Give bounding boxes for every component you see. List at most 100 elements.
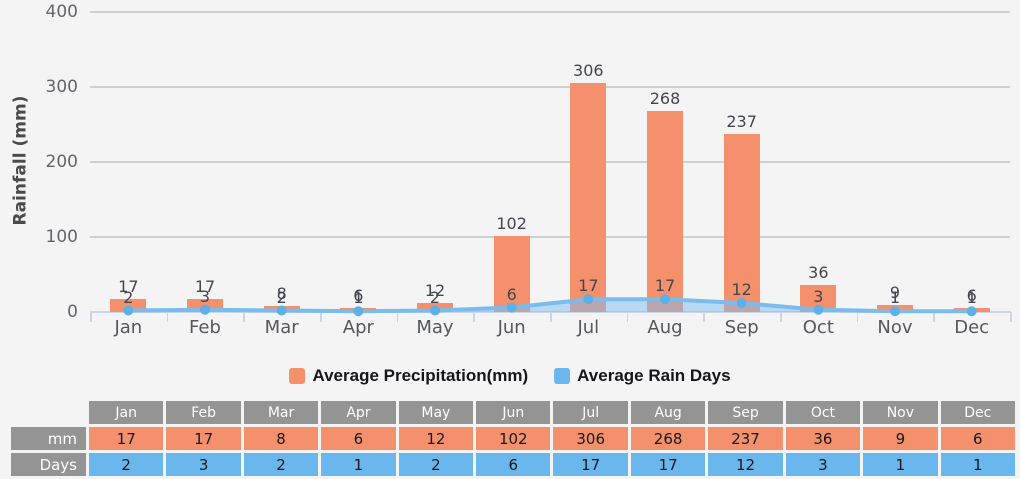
rain-days-line	[126, 297, 974, 314]
rain-days-series	[123, 294, 977, 317]
x-axis-label-mar: Mar	[264, 317, 299, 338]
precipitation-value-label-may: 12	[424, 281, 446, 300]
rain-days-point-apr[interactable]	[353, 306, 364, 317]
rain-days-point-feb[interactable]	[200, 304, 210, 315]
precipitation-value-label-nov: 9	[889, 283, 901, 303]
y-axis-tick-label-0: 0	[67, 302, 78, 322]
precipitation-value-label-apr: 6	[353, 285, 364, 305]
plot-area: 0 100 200 300 400 Jan Feb Mar Apr May Jun Jul Aug Sep…	[45, 2, 1012, 338]
precipitation-value-label-oct: 36	[808, 263, 829, 282]
rain-days-point-jun[interactable]	[506, 302, 517, 313]
table-row-label-days: Days	[11, 453, 86, 476]
table-cell-mm-dec: 6	[940, 427, 1015, 450]
table-header-apr: Apr	[321, 401, 396, 424]
table-cell-days-sep: 12	[708, 453, 783, 476]
x-axis-tick	[780, 312, 782, 322]
table-cell-mm-jun: 102	[476, 427, 551, 450]
rain-days-point-dec[interactable]	[966, 306, 977, 317]
rain-days-point-sep[interactable]	[736, 298, 747, 308]
rain-days-value-label-oct: 3	[813, 286, 824, 306]
table-header-jan: Jan	[89, 401, 164, 424]
legend-item-rain-days[interactable]: Average Rain Days	[554, 366, 731, 386]
table-header-oct: Oct	[785, 401, 861, 424]
legend-item-precipitation[interactable]: Average Precipitation(mm)	[289, 366, 528, 386]
chart-legend: Average Precipitation(mm) Average Rain D…	[0, 366, 1020, 386]
table-header-sep: Sep	[708, 401, 783, 424]
rain-days-value-label-mar: 2	[276, 287, 287, 307]
monthly-data-table: Jan Feb Mar Apr May Jun Jul Aug Sep Oct Nov Dec mm 17…	[11, 401, 1015, 476]
precipitation-value-label-jun: 102	[496, 213, 527, 233]
x-axis-tick	[166, 312, 169, 322]
precipitation-swatch-icon	[289, 368, 306, 384]
precipitation-value-label-jul: 306	[573, 60, 604, 80]
x-axis-tick	[90, 312, 92, 322]
table-corner-cell	[11, 401, 86, 424]
table-header-jul: Jul	[553, 401, 628, 424]
table-header-may: May	[398, 401, 474, 424]
table-header-feb: Feb	[166, 401, 241, 424]
x-axis-tick	[856, 312, 859, 322]
table-header-jun: Jun	[476, 401, 551, 424]
bar-aug[interactable]	[647, 111, 683, 312]
table-cell-days-nov: 1	[863, 453, 938, 476]
table-cell-days-aug: 17	[630, 453, 706, 476]
table-row-label-mm: mm	[11, 427, 86, 450]
x-axis-label-jan: Jan	[114, 317, 143, 338]
x-axis-label-jun: Jun	[497, 317, 526, 338]
y-axis-tick-label-200: 200	[45, 152, 78, 172]
rain-days-point-jul[interactable]	[583, 294, 594, 305]
table-header-aug: Aug	[630, 401, 706, 424]
precipitation-value-label-feb: 17	[194, 277, 216, 297]
rain-days-point-mar[interactable]	[276, 305, 287, 316]
rain-days-point-aug[interactable]	[660, 294, 670, 305]
rain-days-value-label-jan: 2	[123, 287, 134, 307]
table-cell-days-oct: 3	[785, 453, 861, 476]
table-cell-mm-may: 12	[398, 427, 474, 450]
bar-jun[interactable]	[493, 235, 530, 312]
x-axis-tick	[550, 312, 552, 322]
table-cell-mm-oct: 36	[785, 427, 861, 450]
x-axis-label-dec: Dec	[954, 317, 990, 338]
y-axis-tick-label-400: 400	[45, 2, 78, 22]
table-cell-mm-jul: 306	[553, 427, 628, 450]
gridline-100	[90, 236, 1010, 238]
rain-days-point-may[interactable]	[430, 305, 440, 316]
x-axis-tick	[243, 312, 245, 322]
rain-days-point-jan[interactable]	[123, 305, 134, 316]
rain-days-value-label-sep: 12	[731, 280, 752, 299]
table-cell-mm-apr: 6	[321, 427, 396, 450]
table-cell-mm-feb: 17	[166, 427, 241, 450]
precipitation-value-label-aug: 268	[649, 89, 681, 108]
table-cell-days-mar: 2	[243, 453, 319, 476]
rain-days-value-label-dec: 1	[966, 288, 977, 308]
gridline-400	[90, 11, 1010, 13]
table-cell-days-jun: 6	[476, 453, 551, 476]
table-header-nov: Nov	[863, 401, 938, 424]
bar-jul[interactable]	[570, 82, 607, 312]
rain-days-value-label-may: 2	[429, 287, 441, 307]
table-cell-days-jan: 2	[89, 453, 164, 476]
x-axis-label-feb: Feb	[189, 317, 221, 338]
y-axis-tick-label-100: 100	[45, 227, 78, 247]
x-axis-label-aug: Aug	[647, 317, 683, 338]
x-axis-tick	[933, 312, 935, 322]
x-axis-label-apr: Apr	[342, 317, 374, 338]
precipitation-value-label-mar: 8	[276, 284, 287, 303]
x-axis-label-oct: Oct	[802, 317, 834, 338]
rain-days-point-oct[interactable]	[813, 304, 824, 315]
rain-days-point-nov[interactable]	[890, 306, 900, 317]
x-axis-label-nov: Nov	[877, 317, 913, 338]
precipitation-value-label-jan: 17	[118, 277, 139, 297]
precipitation-value-label-dec: 6	[966, 285, 977, 305]
legend-rain-days-label: Average Rain Days	[577, 366, 731, 385]
table-cell-days-may: 2	[398, 453, 474, 476]
x-axis-tick	[396, 312, 399, 322]
gridline-300	[90, 86, 1010, 88]
rain-days-value-label-nov: 1	[889, 288, 901, 308]
table-cell-mm-mar: 8	[243, 427, 319, 450]
bar-sep[interactable]	[723, 134, 760, 312]
x-axis-label-may: May	[416, 317, 454, 338]
legend-precipitation-label: Average Precipitation(mm)	[312, 366, 529, 385]
x-axis-label-jul: Jul	[577, 317, 600, 338]
table-cell-days-feb: 3	[166, 453, 241, 476]
